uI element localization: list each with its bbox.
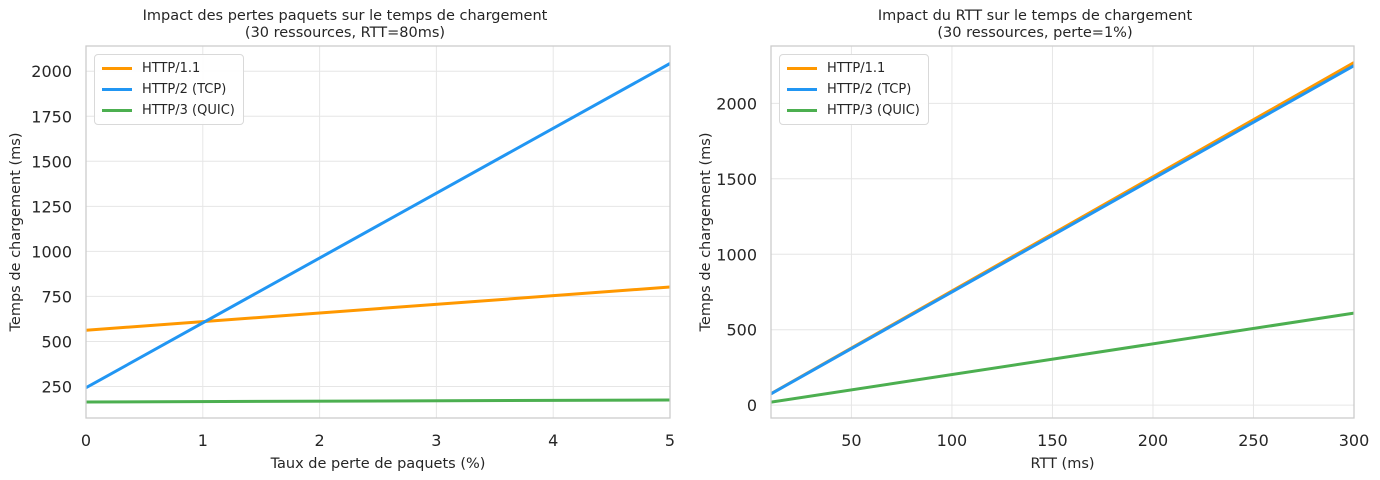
x-axis-label: Taux de perte de paquets (%) bbox=[270, 456, 486, 472]
legend-item-http2: HTTP/2 (TCP) bbox=[787, 79, 920, 100]
x-axis-label: RTT (ms) bbox=[1030, 456, 1094, 472]
x-tick-label: 100 bbox=[937, 431, 968, 450]
x-tick-label: 3 bbox=[431, 431, 441, 450]
series-group bbox=[86, 62, 670, 404]
legend-item-http3: HTTP/3 (QUIC) bbox=[787, 100, 920, 121]
legend-item-http3: HTTP/3 (QUIC) bbox=[102, 100, 235, 121]
chart-packet-loss: Impact des pertes paquets sur le temps d… bbox=[0, 8, 690, 472]
x-tick-label: 200 bbox=[1138, 431, 1169, 450]
legend-swatch bbox=[787, 88, 817, 91]
y-axis-label: Temps de chargement (ms) bbox=[8, 133, 24, 333]
chart-title: Impact du RTT sur le temps de chargement… bbox=[690, 8, 1380, 42]
series-line-http2 bbox=[771, 64, 1354, 396]
legend-swatch bbox=[787, 67, 817, 70]
legend-swatch bbox=[102, 109, 132, 112]
x-tick-label: 250 bbox=[1238, 431, 1269, 450]
legend-label: HTTP/3 (QUIC) bbox=[142, 103, 235, 118]
legend-label: HTTP/2 (TCP) bbox=[827, 82, 912, 97]
legend-label: HTTP/2 (TCP) bbox=[142, 82, 227, 97]
plot-frame bbox=[770, 45, 1355, 419]
legend-label: HTTP/1.1 bbox=[827, 61, 886, 76]
series-line-http11 bbox=[86, 285, 670, 332]
plot-svg: 50 100 150 200 250 300 0 500 1000 1500 2000 RTT (ms… bbox=[698, 45, 1370, 472]
chart-title-line-2: (30 ressources, RTT=80ms) bbox=[244, 25, 446, 41]
y-axis-label: Temps de chargement (ms) bbox=[698, 133, 714, 333]
chart-title: Impact des pertes paquets sur le temps d… bbox=[0, 8, 690, 42]
y-tick-label: 1000 bbox=[716, 245, 757, 264]
x-tick-label: 0 bbox=[81, 431, 91, 450]
y-tick-label: 2000 bbox=[716, 94, 757, 113]
x-tick-label: 150 bbox=[1037, 431, 1068, 450]
plot-frame bbox=[85, 45, 671, 419]
series-group bbox=[771, 61, 1354, 404]
y-tick-label: 1750 bbox=[31, 107, 72, 126]
x-tick-label: 1 bbox=[198, 431, 208, 450]
x-tick-label: 50 bbox=[841, 431, 861, 450]
y-tick-label: 2000 bbox=[31, 62, 72, 81]
y-tick-label: 250 bbox=[41, 377, 72, 396]
x-tick-label: 2 bbox=[315, 431, 325, 450]
chart-title-line-1: Impact du RTT sur le temps de chargement bbox=[877, 8, 1193, 24]
y-tick-label: 1500 bbox=[31, 152, 72, 171]
legend-item-http2: HTTP/2 (TCP) bbox=[102, 79, 235, 100]
legend-label: HTTP/1.1 bbox=[142, 61, 201, 76]
legend: HTTP/1.1 HTTP/2 (TCP) HTTP/3 (QUIC) bbox=[779, 54, 929, 125]
chart-title-line-1: Impact des pertes paquets sur le temps d… bbox=[142, 8, 548, 24]
y-tick-label: 1250 bbox=[31, 197, 72, 216]
series-line-http2 bbox=[86, 62, 670, 390]
x-tick-label: 5 bbox=[665, 431, 675, 450]
chart-title-line-2: (30 ressources, perte=1%) bbox=[937, 25, 1133, 41]
y-tick-label: 0 bbox=[747, 396, 757, 415]
plot-svg: 0 1 2 3 4 5 250 500 750 1000 1250 1500 1750 2000 Taux … bbox=[8, 45, 675, 472]
x-tick-label: 300 bbox=[1339, 431, 1370, 450]
legend: HTTP/1.1 HTTP/2 (TCP) HTTP/3 (QUIC) bbox=[94, 54, 244, 125]
y-tick-label: 500 bbox=[41, 332, 72, 351]
legend-item-http11: HTTP/1.1 bbox=[102, 58, 235, 79]
series-line-http3 bbox=[771, 311, 1354, 404]
legend-swatch bbox=[102, 67, 132, 70]
legend-swatch bbox=[102, 88, 132, 91]
y-tick-label: 750 bbox=[41, 287, 72, 306]
y-tick-label: 1000 bbox=[31, 242, 72, 261]
chart-rtt: Impact du RTT sur le temps de chargement… bbox=[690, 0, 1380, 480]
y-tick-label: 1500 bbox=[716, 170, 757, 189]
legend-label: HTTP/3 (QUIC) bbox=[827, 103, 920, 118]
y-tick-label: 500 bbox=[726, 321, 757, 340]
legend-item-http11: HTTP/1.1 bbox=[787, 58, 920, 79]
x-tick-label: 4 bbox=[548, 431, 558, 450]
series-line-http3 bbox=[86, 398, 670, 404]
legend-swatch bbox=[787, 109, 817, 112]
